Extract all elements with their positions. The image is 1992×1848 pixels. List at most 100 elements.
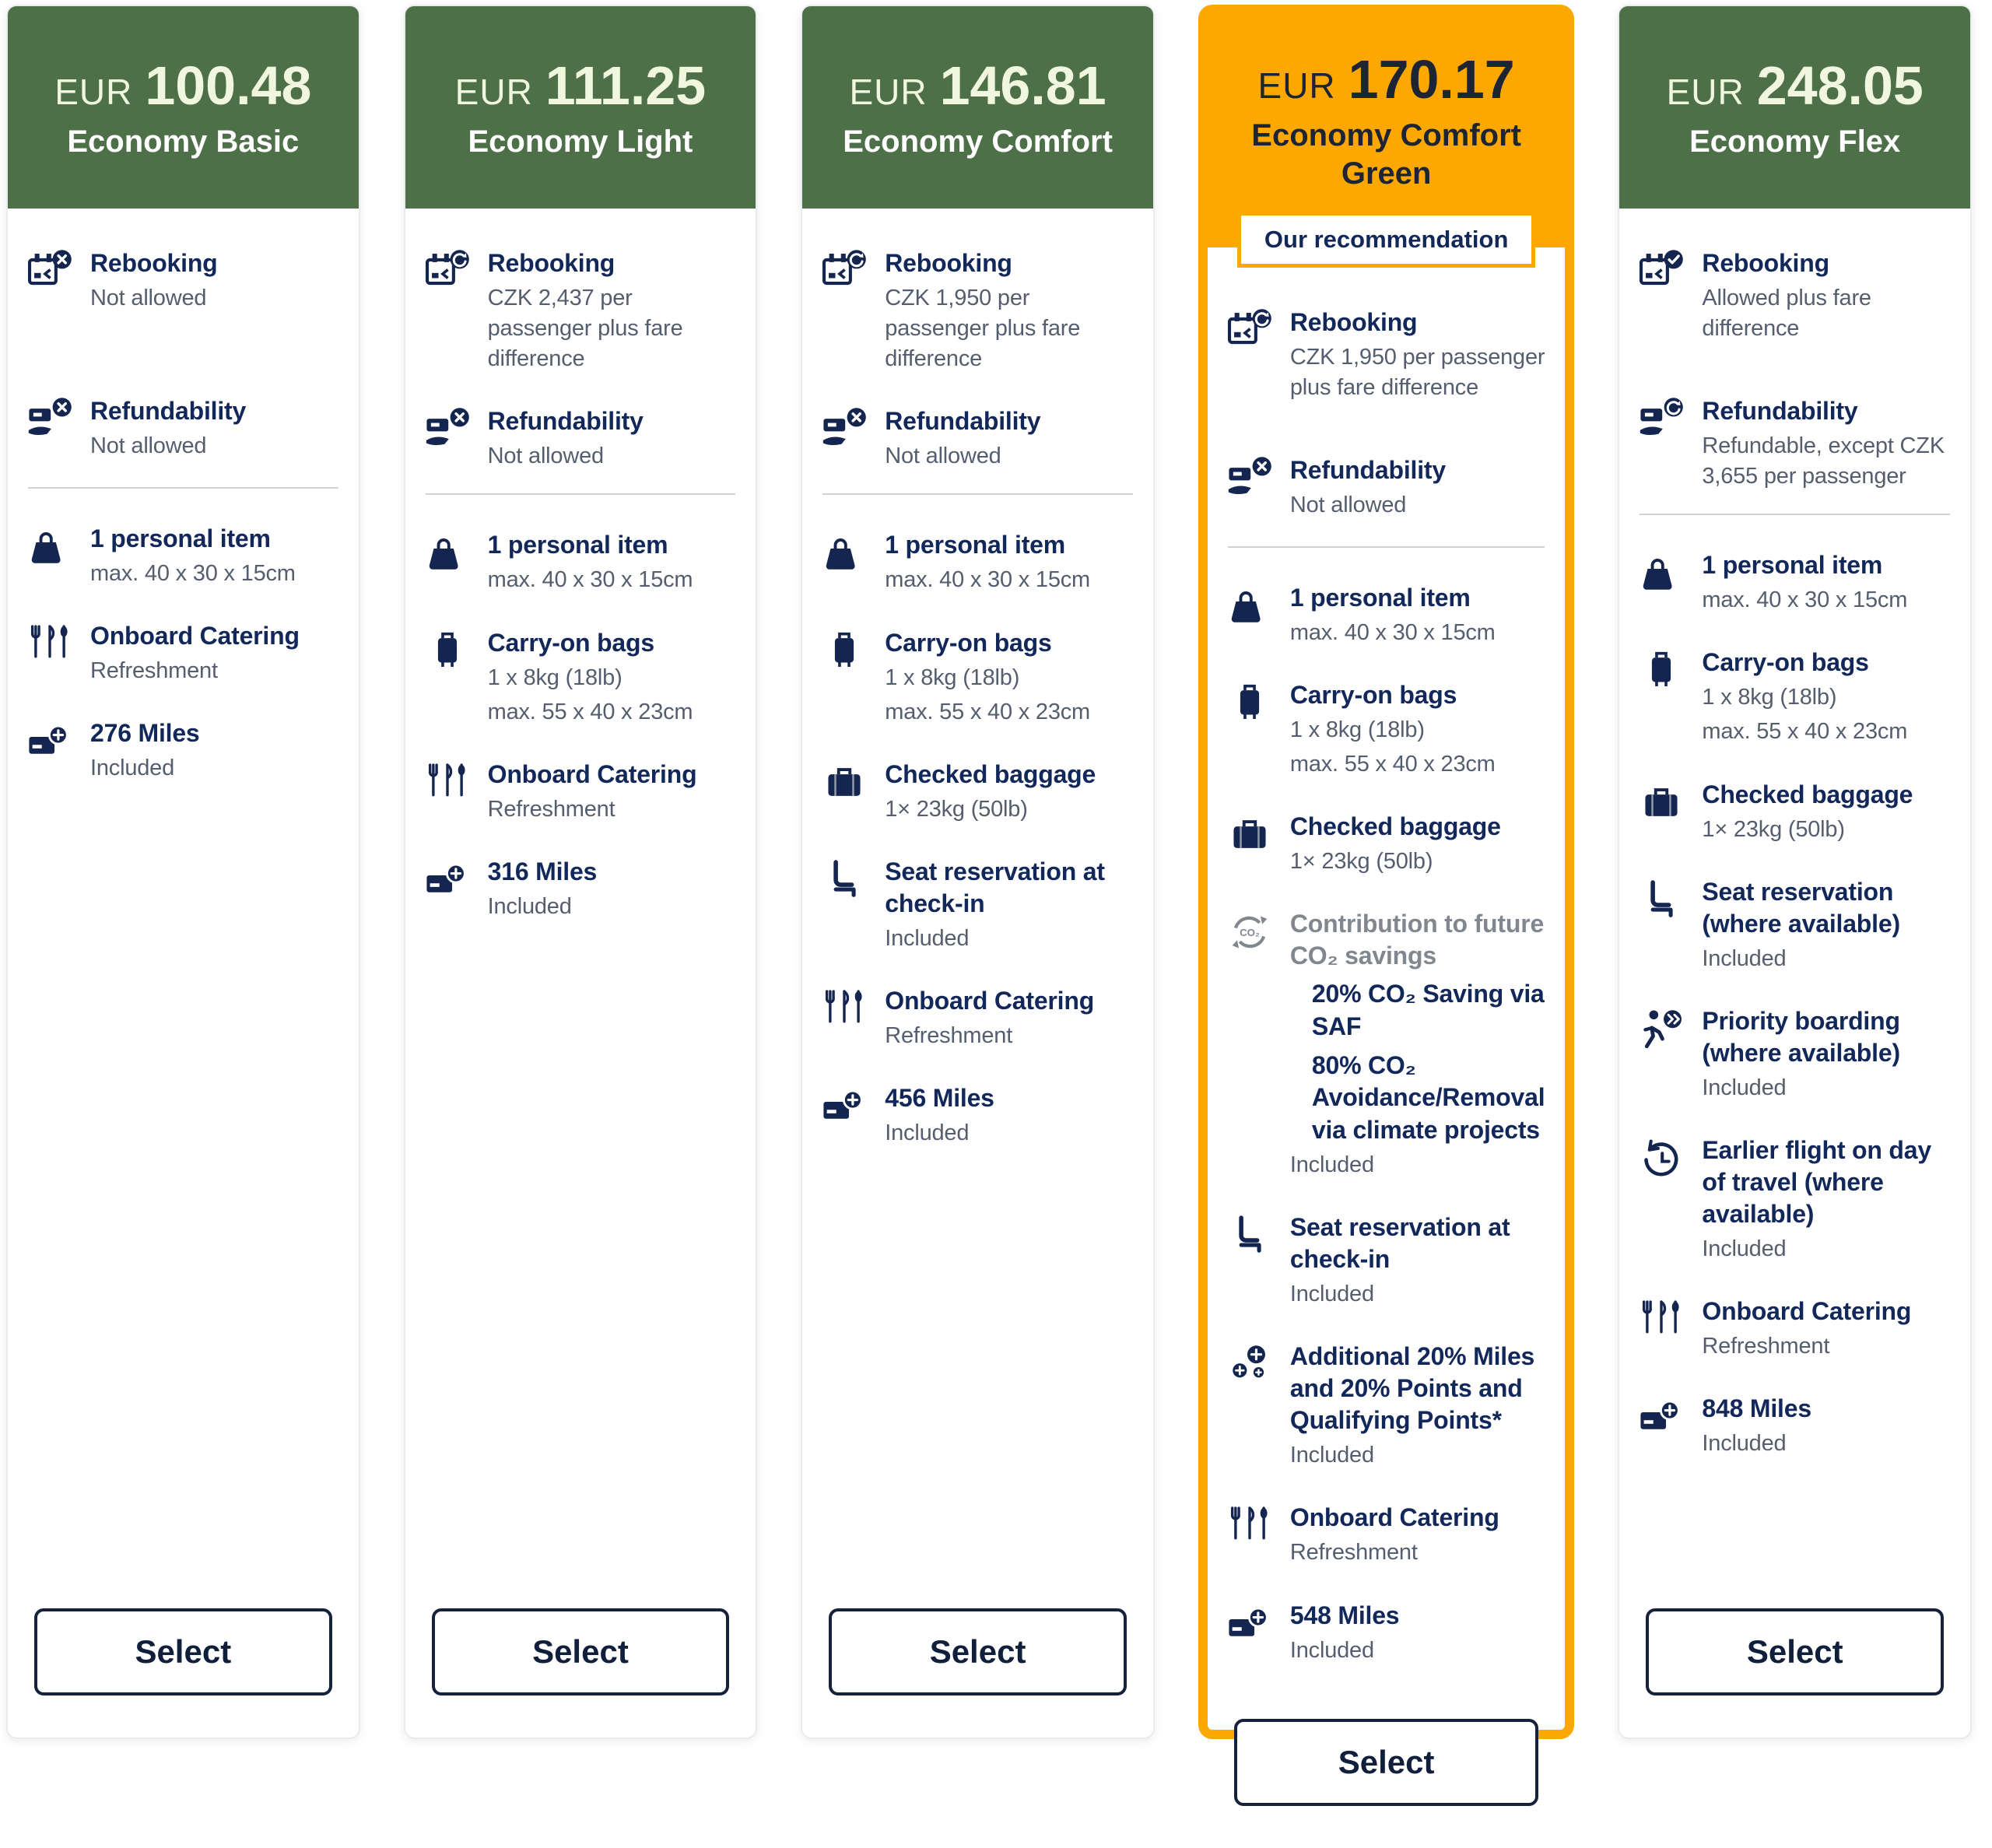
feature-text: Carry-on bags 1 x 8kg (18lb) max. 55 x 40 … [885,627,1133,728]
feature-seat: Seat reservation (where available) Includ… [1636,876,1950,974]
fare-card-economy-light: EUR 111.25 Economy Light Rebooking CZK 2,437… [403,5,758,1739]
feature-catering: Onboard Catering Refreshment [819,985,1133,1051]
fare-benefits: 1 personal item max. 40 x 30 x 15cm Carry-… [1208,548,1566,1688]
feature-detail: 1 x 8kg (18lb) [1702,685,1837,710]
earlier-flight-icon [1636,1134,1686,1264]
feature-title: Checked baggage [885,759,1096,788]
feature-detail: Refreshment [90,658,218,684]
miles-icon [423,856,472,922]
feature-personal-item: 1 personal item max. 40 x 30 x 15cm [423,529,736,595]
feature-title: Seat reservation at check-in [1289,1213,1510,1274]
fare-benefits: 1 personal item max. 40 x 30 x 15cm Onboar… [8,489,359,805]
select-button-economy-light[interactable]: Select [431,1608,730,1695]
miles-icon [25,717,75,784]
feature-seat: Seat reservation at check-in Included [1225,1212,1545,1310]
feature-co2: CO₂ Contribution to future CO₂ savings 20%… [1225,908,1545,1180]
fare-name: Economy Flex [1689,124,1901,159]
fare-header: EUR 248.05 Economy Flex [1619,6,1971,209]
feature-detail: 1 x 8kg (18lb) [885,665,1020,690]
fare-card-economy-comfort: EUR 146.81 Economy Comfort Rebooking CZK 1,9… [801,5,1155,1739]
feature-catering: Onboard Catering Refreshment [423,759,736,825]
fare-conditions: Rebooking Not allowed Refundability Not all… [8,209,359,487]
rebooking-refresh-icon [819,247,869,374]
feature-detail: Included [1289,1443,1374,1468]
feature-detail: Included [1702,1075,1787,1100]
select-button-economy-flex[interactable]: Select [1646,1608,1945,1695]
rebooking-refresh-icon [1225,307,1275,423]
feature-checked-bag: Checked baggage 1× 23kg (50lb) [1636,779,1950,845]
feature-title: Rebooking [885,249,1012,277]
feature-title: Onboard Catering [487,759,697,788]
feature-miles: 276 Miles Included [25,717,338,784]
feature-personal-item: 1 personal item max. 40 x 30 x 15cm [1636,549,1950,615]
feature-detail: max. 40 x 30 x 15cm [885,567,1091,593]
points-icon [1225,1341,1275,1471]
fare-card-economy-basic: EUR 100.48 Economy Basic Rebooking Not allow… [6,5,360,1739]
feature-detail: 1× 23kg (50lb) [885,796,1028,822]
seat-icon [1225,1212,1275,1310]
feature-detail: Not allowed [90,433,207,458]
feature-detail: Refundable, except CZK 3,655 per passeng… [1702,433,1945,489]
select-button-economy-comfort-green[interactable]: Select [1233,1718,1539,1806]
personal-item-icon [1636,549,1686,615]
select-button-area: Select [1208,1688,1566,1848]
feature-detail: 1× 23kg (50lb) [1702,816,1845,842]
refund-x-icon [819,405,869,472]
feature-refund-x: Refundability Not allowed [819,405,1133,472]
feature-text: 276 Miles Included [90,717,338,784]
feature-detail: Included [1702,1236,1787,1261]
feature-text: Additional 20% Miles and 20% Points and … [1290,1341,1545,1471]
carry-on-icon [819,627,869,728]
feature-text: 1 personal item max. 40 x 30 x 15cm [1290,582,1545,648]
miles-icon [1225,1600,1275,1666]
feature-rebooking-x: Rebooking Not allowed [25,247,338,364]
feature-title: Refundability [885,407,1041,436]
feature-text: 848 Miles Included [1702,1393,1950,1459]
fare-price-line: EUR 248.05 [1667,54,1924,117]
feature-text: Onboard Catering Refreshment [488,759,736,825]
fare-conditions: Rebooking Allowed plus fare difference Ref… [1619,209,1970,514]
feature-carry-on: Carry-on bags 1 x 8kg (18lb) max. 55 x 40 … [1225,679,1545,780]
fare-card-economy-comfort-green: EUR 170.17 Economy Comfort Green Our recomm… [1198,5,1575,1806]
rebooking-refresh-icon [423,247,472,374]
feature-detail: Allowed plus fare difference [1702,285,1871,342]
feature-rebooking-refresh: Rebooking CZK 2,437 per passenger plus fa… [423,247,736,374]
feature-text: Refundability Refundable, except CZK 3,65… [1702,395,1950,492]
feature-text: Rebooking Not allowed [90,247,338,364]
feature-title: 1 personal item [90,524,271,552]
fare-benefits: 1 personal item max. 40 x 30 x 15cm Carry-… [1619,515,1970,1481]
feature-carry-on: Carry-on bags 1 x 8kg (18lb) max. 55 x 40 … [423,627,736,728]
feature-detail: max. 55 x 40 x 23cm [1289,752,1496,777]
feature-refund-refresh: Refundability Refundable, except CZK 3,65… [1636,395,1950,492]
feature-detail: max. 40 x 30 x 15cm [1289,619,1496,645]
feature-detail: max. 40 x 30 x 15cm [1702,587,1908,613]
feature-title: Onboard Catering [885,986,1095,1015]
feature-text: 1 personal item max. 40 x 30 x 15cm [488,529,736,595]
feature-detail: max. 55 x 40 x 23cm [1702,719,1908,745]
checked-bag-icon [1225,811,1275,877]
feature-title: Carry-on bags [885,628,1052,657]
feature-title: Refundability [1702,397,1858,425]
feature-text: Refundability Not allowed [885,405,1133,472]
feature-detail: max. 55 x 40 x 23cm [487,699,693,724]
feature-title: 548 Miles [1289,1601,1400,1629]
select-button-area: Select [802,1577,1153,1738]
feature-title: Rebooking [487,249,615,277]
feature-highlight-line: 20% CO₂ Saving via SAF [1311,980,1545,1040]
select-button-economy-comfort[interactable]: Select [829,1608,1127,1695]
select-button-economy-basic[interactable]: Select [34,1608,332,1695]
personal-item-icon [25,523,75,589]
feature-checked-bag: Checked baggage 1× 23kg (50lb) [819,759,1133,825]
catering-icon [1636,1296,1686,1362]
feature-text: Checked baggage 1× 23kg (50lb) [885,759,1133,825]
feature-detail: CZK 2,437 per passenger plus fare differ… [487,285,683,372]
fare-currency: EUR [54,71,133,112]
feature-title: 1 personal item [1289,584,1471,612]
feature-title: 276 Miles [90,719,200,748]
feature-detail: 1× 23kg (50lb) [1289,849,1433,875]
feature-detail: Included [885,925,970,951]
fare-name: Economy Basic [67,124,300,159]
section-divider [1640,514,1951,516]
feature-text: Seat reservation at check-in Included [885,856,1133,954]
fare-currency: EUR [1666,71,1745,112]
